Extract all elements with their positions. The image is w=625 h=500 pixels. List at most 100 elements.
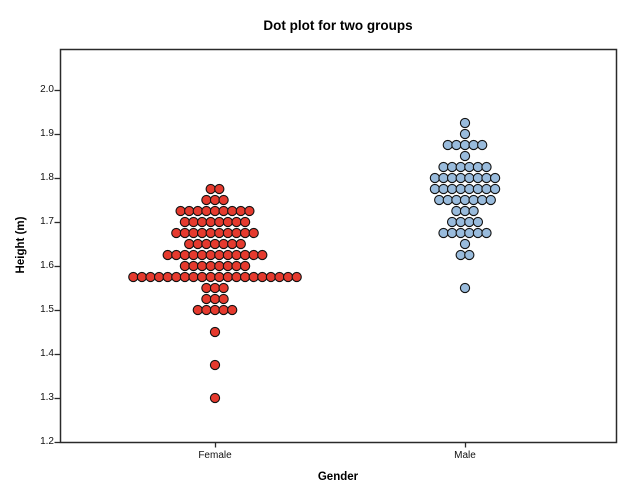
data-dot-male	[446, 161, 458, 173]
data-dot-female	[188, 227, 199, 239]
data-dot-male	[464, 172, 475, 184]
data-dot-female	[153, 271, 165, 283]
data-dot-female	[231, 216, 242, 228]
data-dot-male	[451, 194, 462, 206]
data-dot-female	[257, 271, 268, 283]
data-dot-female	[227, 238, 238, 250]
data-dot-male	[472, 183, 484, 195]
data-dot-male	[464, 227, 475, 239]
data-dot-female	[179, 249, 191, 261]
data-dot-female	[171, 271, 182, 283]
x-tick-label-male: Male	[454, 450, 476, 461]
x-axis-title: Gender	[317, 471, 359, 483]
data-dot-female	[205, 260, 216, 272]
data-dot-male	[429, 183, 441, 195]
data-dot-female	[136, 271, 148, 283]
data-dot-female	[201, 282, 212, 294]
data-dot-female	[239, 271, 251, 283]
data-dot-male	[472, 172, 484, 184]
data-dot-female	[188, 249, 199, 261]
data-dot-female	[175, 205, 186, 217]
data-dot-male	[472, 227, 484, 239]
data-dot-female	[239, 216, 251, 228]
data-dot-female	[196, 216, 208, 228]
data-dot-male	[455, 249, 466, 261]
data-dot-female	[209, 194, 221, 206]
data-dot-female	[218, 293, 229, 305]
data-dot-female	[205, 216, 216, 228]
data-dot-female	[239, 227, 251, 239]
data-dot-female	[231, 260, 242, 272]
data-dot-male	[472, 216, 484, 228]
data-dot-male	[442, 194, 453, 206]
data-dot-male	[459, 150, 471, 162]
data-dot-female	[179, 260, 191, 272]
y-tick-label: 1.7	[40, 216, 54, 227]
data-dot-female	[291, 271, 302, 283]
data-dot-female	[227, 304, 238, 316]
data-dot-female	[179, 216, 191, 228]
data-dot-female	[192, 238, 203, 250]
data-dot-female	[192, 205, 203, 217]
data-dot-male	[455, 227, 466, 239]
data-dot-female	[171, 249, 182, 261]
data-dot-female	[214, 216, 225, 228]
data-dot-female	[196, 227, 208, 239]
data-dot-male	[468, 205, 479, 217]
chart-title: Dot plot for two groups	[263, 18, 413, 33]
data-dot-female	[235, 238, 246, 250]
data-dot-female	[218, 194, 229, 206]
data-dot-female	[188, 271, 199, 283]
data-dot-female	[196, 271, 208, 283]
data-dot-male	[459, 139, 471, 151]
y-tick-label: 2.0	[40, 84, 54, 95]
data-dot-male	[446, 227, 458, 239]
data-dot-male	[464, 216, 475, 228]
data-dot-female	[205, 271, 216, 283]
data-dot-male	[485, 194, 496, 206]
data-dot-male	[438, 183, 449, 195]
data-dot-female	[205, 227, 216, 239]
data-dot-female	[265, 271, 277, 283]
data-dot-female	[218, 282, 229, 294]
data-dot-female	[244, 205, 255, 217]
data-dot-female	[214, 227, 225, 239]
data-dot-male	[429, 172, 441, 184]
data-dot-female	[248, 271, 259, 283]
data-dot-male	[464, 249, 475, 261]
data-dot-male	[451, 139, 462, 151]
plot-frame	[59, 48, 618, 444]
data-dot-male	[446, 172, 458, 184]
data-dot-female	[248, 227, 259, 239]
data-dot-female	[209, 238, 221, 250]
y-tick-label: 1.9	[40, 128, 54, 139]
data-dot-female	[209, 392, 221, 404]
data-dot-female	[235, 205, 246, 217]
data-dot-male	[489, 172, 501, 184]
data-dot-male	[472, 161, 484, 173]
data-dot-male	[434, 194, 445, 206]
data-dot-male	[481, 161, 492, 173]
data-dot-female	[214, 271, 225, 283]
data-dot-female	[218, 304, 229, 316]
y-tick-label: 1.5	[40, 304, 54, 315]
data-dot-female	[231, 271, 242, 283]
data-dot-female	[231, 227, 242, 239]
data-dot-male	[459, 282, 471, 294]
data-dot-female	[222, 271, 234, 283]
data-dot-male	[464, 161, 475, 173]
y-tick-label: 1.6	[40, 260, 54, 271]
data-dot-male	[442, 139, 453, 151]
data-dot-female	[209, 304, 221, 316]
data-dot-female	[205, 249, 216, 261]
data-dot-female	[184, 238, 195, 250]
y-tick-label: 1.8	[40, 172, 54, 183]
data-dot-female	[222, 249, 234, 261]
data-dot-male	[468, 139, 479, 151]
data-dot-female	[192, 304, 203, 316]
data-dot-female	[201, 238, 212, 250]
data-dot-male	[446, 216, 458, 228]
data-dot-female	[196, 249, 208, 261]
data-dot-female	[274, 271, 285, 283]
